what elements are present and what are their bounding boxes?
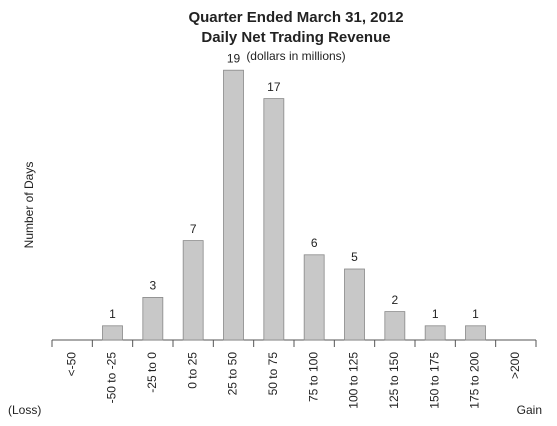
x-tick-label: 25 to 50: [226, 352, 240, 396]
x-tick-label: 175 to 200: [468, 352, 482, 409]
x-tick-label: -50 to -25: [105, 352, 119, 404]
bar: [465, 325, 486, 341]
y-axis-label: Number of Days: [22, 162, 36, 249]
data-label: 1: [109, 307, 116, 321]
bar: [182, 240, 204, 341]
chart-subtitle: (dollars in millions): [246, 49, 345, 63]
bar: [102, 325, 123, 341]
x-note-right: Gain: [517, 403, 542, 417]
bar: [303, 254, 325, 341]
bar: [384, 311, 406, 341]
data-label: 5: [351, 250, 358, 264]
bar: [424, 325, 446, 341]
x-tick-label: 150 to 175: [427, 352, 441, 409]
data-label: 7: [190, 222, 197, 236]
data-label: 6: [311, 236, 318, 250]
bar: [223, 69, 244, 341]
bar: [263, 98, 285, 341]
bar: [142, 296, 164, 341]
data-label: 1: [472, 307, 479, 321]
chart-title: Quarter Ended March 31, 2012: [188, 9, 403, 26]
data-label: 19: [227, 51, 241, 65]
x-tick-label: >200: [508, 352, 522, 379]
x-tick-label: -25 to 0: [145, 352, 159, 393]
x-tick-label: 75 to 100: [306, 352, 320, 402]
data-label: 2: [391, 293, 398, 307]
data-label: 1: [432, 307, 439, 321]
x-tick-label: <-50: [64, 352, 78, 377]
chart-title: Daily Net Trading Revenue: [201, 29, 390, 46]
x-tick-label: 0 to 25: [185, 352, 199, 389]
bar: [344, 268, 365, 341]
x-tick-label: 125 to 150: [387, 352, 401, 409]
x-tick-label: 100 to 125: [347, 352, 361, 409]
x-tick-label: 50 to 75: [266, 352, 280, 396]
data-label: 17: [267, 80, 281, 94]
data-label: 3: [149, 279, 156, 293]
x-note-left: (Loss): [8, 403, 41, 417]
